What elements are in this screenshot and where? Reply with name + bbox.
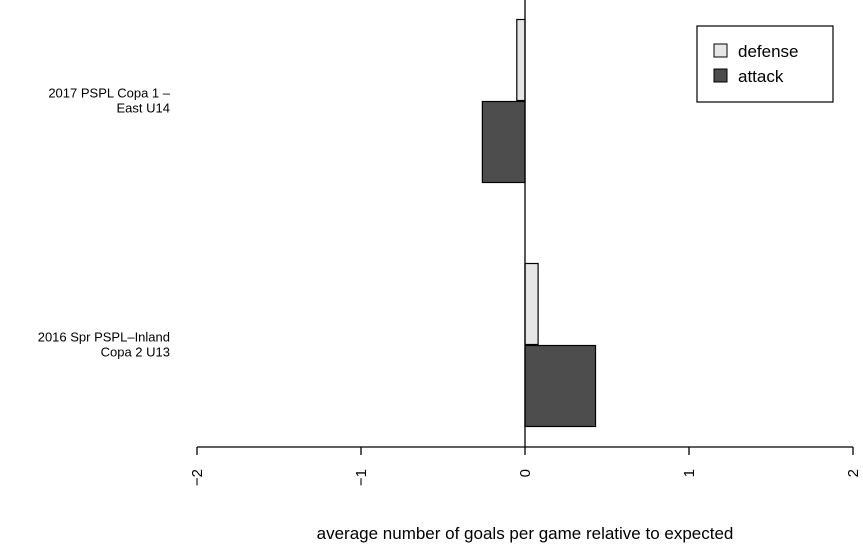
bars-layer xyxy=(481,0,597,447)
x-tick-label: 0 xyxy=(517,469,534,477)
category-label: 2017 PSPL Copa 1 – xyxy=(48,86,170,101)
bar-attack xyxy=(481,100,526,184)
x-axis: −2 −1 0 1 2 xyxy=(189,446,862,486)
legend: defense attack xyxy=(696,25,834,103)
x-tick-label: −2 xyxy=(189,469,206,486)
legend-box xyxy=(696,25,834,103)
category-labels: 2017 PSPL Copa 1 –East U14 2016 Spr PSPL–… xyxy=(38,86,171,360)
category-label: 2016 Spr PSPL–Inland xyxy=(38,330,170,345)
legend-label: attack xyxy=(738,67,784,86)
legend-swatch-attack xyxy=(713,68,728,83)
legend-swatch-defense xyxy=(713,43,728,58)
legend-label: defense xyxy=(738,42,799,61)
category-label: East U14 xyxy=(117,101,170,116)
x-tick-label: 2 xyxy=(845,469,862,477)
bar-attack xyxy=(524,344,597,428)
x-axis-title: average number of goals per game relativ… xyxy=(317,524,734,543)
bar-defense xyxy=(524,262,539,346)
bar-defense xyxy=(516,18,526,102)
category-label: Copa 2 U13 xyxy=(101,345,170,360)
x-tick-label: −1 xyxy=(353,469,370,486)
x-tick-label: 1 xyxy=(681,469,698,477)
